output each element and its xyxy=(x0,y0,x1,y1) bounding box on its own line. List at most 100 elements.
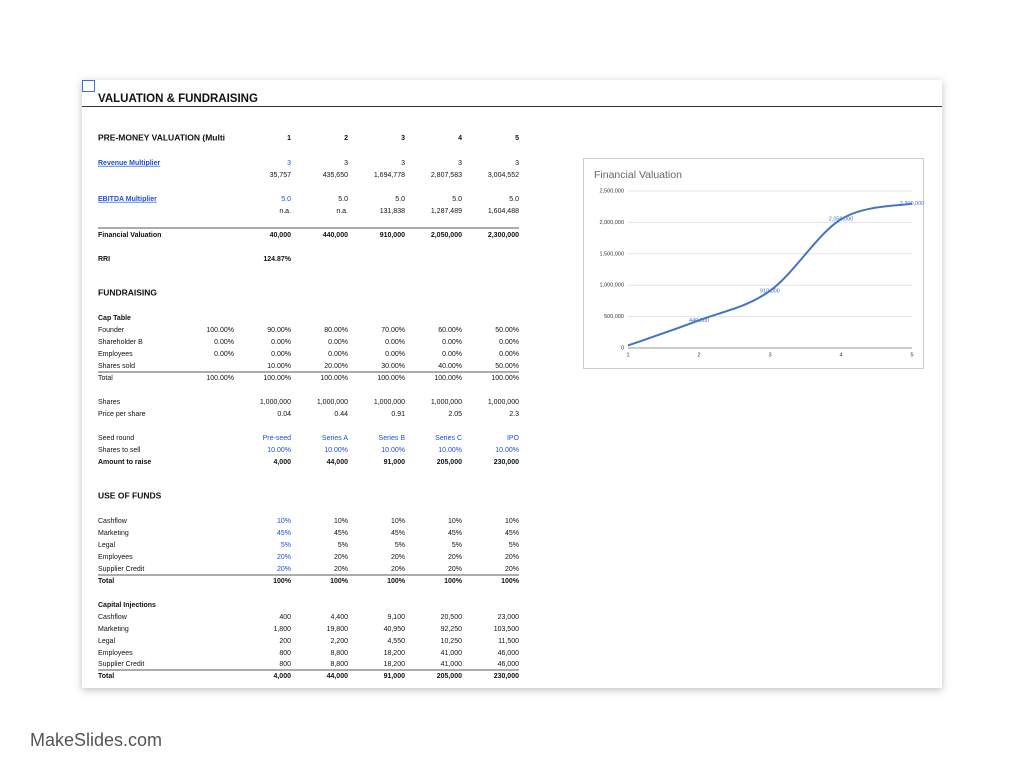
cell: 20,500 xyxy=(441,614,463,621)
cell: 1 xyxy=(287,135,291,142)
cell: 0.00% xyxy=(328,339,348,346)
cell: 10.00% xyxy=(267,447,291,454)
cell: 0.00% xyxy=(385,339,405,346)
cell: 46,000 xyxy=(498,650,520,657)
cell: 205,000 xyxy=(437,673,462,680)
cell: 8,800 xyxy=(330,650,348,657)
table: PRE-MONEY VALUATION (Multi 1 2 3 4 5 Revenue M… xyxy=(98,132,520,680)
cell: 2.05 xyxy=(448,411,462,418)
cell: 0.91 xyxy=(391,411,405,418)
cell: 10.00% xyxy=(324,447,348,454)
cell: 100.00% xyxy=(320,375,348,382)
row-label: RRI xyxy=(98,256,110,263)
line xyxy=(627,202,913,347)
row-label: Amount to raise xyxy=(98,459,151,466)
cell: 45% xyxy=(505,530,519,537)
cell: 40,000 xyxy=(270,232,292,239)
cell: 100% xyxy=(387,578,406,585)
cell: 230,000 xyxy=(494,459,519,466)
cell: 1,287,489 xyxy=(431,208,462,215)
cell: 20.00% xyxy=(324,363,348,370)
cell: 0.00% xyxy=(214,339,234,346)
cell: 3 xyxy=(458,160,462,167)
cell: 103,500 xyxy=(494,626,519,633)
row-label: Capital Injections xyxy=(98,602,156,609)
row-label: Total xyxy=(98,375,113,382)
cell: 3 xyxy=(287,160,291,167)
cell: 91,000 xyxy=(384,459,406,466)
row-label: Shares sold xyxy=(98,363,135,370)
cell: 20% xyxy=(334,566,348,573)
cell: 45% xyxy=(391,530,405,537)
cell: 0.04 xyxy=(277,411,291,418)
cell: 800 xyxy=(279,661,291,668)
cell: 1,694,778 xyxy=(374,172,405,179)
cell: 23,000 xyxy=(498,614,520,621)
cell: 5 xyxy=(515,135,519,142)
cell: 20% xyxy=(334,554,348,561)
cell: 4,550 xyxy=(387,638,405,645)
cell: 1,000,000 xyxy=(374,399,405,406)
cell: 1,000,000 xyxy=(317,399,348,406)
cell: 205,000 xyxy=(437,459,462,466)
cell: 20% xyxy=(391,554,405,561)
cell: 5.0 xyxy=(395,196,405,203)
row-label: Cap Table xyxy=(98,315,131,322)
cell: 100% xyxy=(330,578,349,585)
cell: 5.0 xyxy=(452,196,462,203)
data-label: 910,000 xyxy=(760,288,780,294)
cell: 30.00% xyxy=(381,363,405,370)
cell: 10,250 xyxy=(441,638,463,645)
cell: 91,000 xyxy=(384,673,406,680)
cell: 19,800 xyxy=(327,626,349,633)
cell: 1,000,000 xyxy=(260,399,291,406)
x-tick-label: 3 xyxy=(768,352,771,358)
cell: 3 xyxy=(401,160,405,167)
x-tick-label: 2 xyxy=(697,352,700,358)
cell: 5% xyxy=(338,542,348,549)
cell: 10% xyxy=(334,518,348,525)
row-label: PRE-MONEY VALUATION (Multi xyxy=(98,132,225,142)
cell: 4,000 xyxy=(273,673,291,680)
cell: 20% xyxy=(505,566,519,573)
x-tick-label: 1 xyxy=(626,352,629,358)
cell: 0.44 xyxy=(334,411,348,418)
cell: 5.0 xyxy=(338,196,348,203)
cell: 400 xyxy=(279,614,291,621)
cell: 910,000 xyxy=(380,232,405,239)
cell: 200 xyxy=(279,638,291,645)
cell: 46,000 xyxy=(498,661,520,668)
cell: 4,000 xyxy=(273,459,291,466)
cell: 1,800 xyxy=(273,626,291,633)
cell: 100.00% xyxy=(434,375,462,382)
cell: 0.00% xyxy=(499,351,519,358)
row-label: Shareholder B xyxy=(98,339,143,346)
cell: 50.00% xyxy=(495,327,519,334)
chart-title: Financial Valuation xyxy=(594,169,682,181)
cell: 45% xyxy=(277,530,291,537)
cell: 10.00% xyxy=(267,363,291,370)
row-label: Marketing xyxy=(98,626,129,633)
cell: 41,000 xyxy=(441,650,463,657)
cell: 100.00% xyxy=(206,327,234,334)
data-label: 2,300,000 xyxy=(900,201,924,207)
cell: 41,000 xyxy=(441,661,463,668)
cell: 4 xyxy=(458,135,462,142)
row-label: Revenue Multiplier xyxy=(98,160,161,167)
cell: 18,200 xyxy=(384,661,406,668)
cell: 35,757 xyxy=(270,172,292,179)
cell: 5% xyxy=(395,542,405,549)
row-label: Supplier Credit xyxy=(98,661,144,668)
cell: 3 xyxy=(515,160,519,167)
cell-cursor xyxy=(82,80,95,92)
row-label: EBITDA Multiplier xyxy=(98,196,157,203)
cell: 3 xyxy=(344,160,348,167)
cell: Series C xyxy=(435,435,462,442)
y-tick-label: 2,000,000 xyxy=(600,220,624,226)
cell: 1,000,000 xyxy=(488,399,519,406)
cell: 18,200 xyxy=(384,650,406,657)
cell: 0.00% xyxy=(328,351,348,358)
cell: 2,050,000 xyxy=(431,232,462,239)
cell: 8,800 xyxy=(330,661,348,668)
